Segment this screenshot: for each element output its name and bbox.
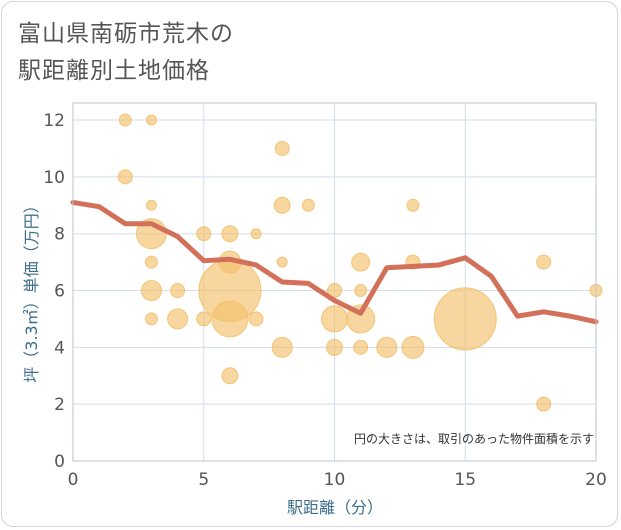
y-tick-label: 2 (54, 395, 65, 415)
bubble-layer (117, 113, 603, 412)
chart-title-line2: 駅距離別土地価格 (18, 58, 210, 84)
data-bubble (250, 228, 262, 240)
x-tick-labels: 0 5 10 15 20 (68, 470, 607, 490)
data-bubble (196, 226, 212, 242)
x-tick-label: 10 (324, 470, 346, 490)
data-bubble (196, 311, 212, 327)
y-axis-label: 坪（3.3㎡）単価（万円） (22, 197, 41, 382)
average-line-layer (70, 199, 599, 325)
data-bubble (211, 300, 249, 338)
y-tick-label: 10 (43, 168, 65, 188)
average-price-line (70, 199, 599, 325)
data-bubble (351, 252, 371, 272)
data-bubble (301, 198, 315, 212)
data-bubble (144, 312, 158, 326)
x-axis-label: 駅距離（分） (287, 498, 383, 517)
data-bubble (145, 114, 157, 126)
y-tick-labels: 0 2 4 6 8 10 12 (43, 111, 65, 472)
y-tick-label: 0 (54, 452, 65, 472)
chart-title-line1: 富山県南砺市荒木の (18, 21, 234, 47)
data-bubble (271, 336, 293, 358)
y-tick-label: 6 (54, 282, 65, 302)
data-bubble (170, 283, 186, 299)
data-bubble (376, 336, 398, 358)
x-tick-label: 20 (585, 470, 607, 490)
data-bubble (221, 225, 239, 243)
x-tick-label: 5 (198, 470, 209, 490)
data-bubble (433, 287, 497, 351)
data-bubble (118, 113, 132, 127)
data-bubble (274, 140, 290, 156)
data-bubble (326, 338, 343, 356)
data-bubble (536, 254, 552, 270)
data-bubble (144, 255, 158, 269)
data-bubble (273, 196, 291, 214)
data-bubble (406, 198, 420, 212)
data-bubble (354, 284, 368, 298)
data-bubble (167, 308, 189, 330)
data-bubble (536, 396, 552, 412)
y-tick-label: 8 (54, 225, 65, 245)
data-bubble (117, 169, 133, 185)
y-tick-label: 4 (54, 338, 65, 358)
y-tick-label: 12 (43, 111, 65, 131)
data-bubble (321, 305, 348, 333)
plot-border (72, 102, 597, 462)
x-tick-label: 0 (68, 470, 79, 490)
data-bubble (401, 335, 425, 359)
data-bubble (221, 367, 239, 385)
data-bubble (145, 199, 157, 211)
data-bubble (248, 311, 264, 327)
data-bubble (353, 339, 369, 355)
x-tick-label: 15 (454, 470, 476, 490)
data-bubble (276, 256, 288, 268)
bubble-size-note: 円の大きさは、取引のあった物件面積を示す (354, 431, 594, 446)
data-bubble (140, 280, 162, 302)
